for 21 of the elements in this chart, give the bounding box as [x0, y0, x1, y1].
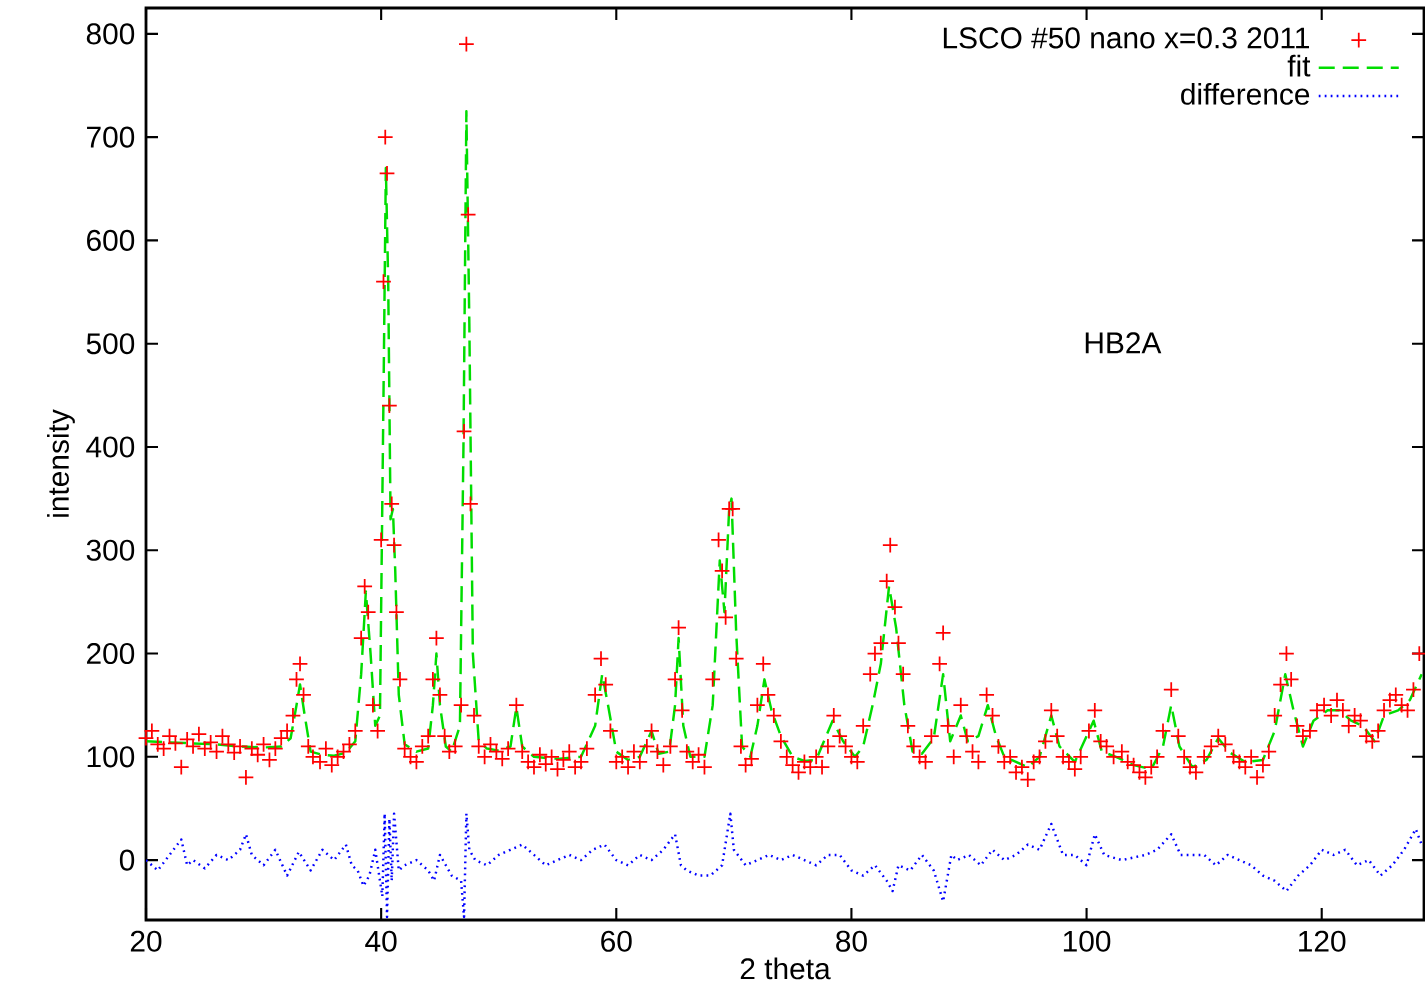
y-tick-label: 700 [87, 126, 135, 148]
x-tick-label: 120 [1299, 930, 1346, 952]
annotation: HB2A [1085, 332, 1162, 354]
y-axis-title: intensity [47, 409, 75, 517]
x-axis-title: 2 theta [740, 957, 831, 980]
x-tick-label: 60 [601, 930, 632, 952]
legend-label: fit [1287, 54, 1311, 77]
y-tick-label: 200 [86, 642, 135, 665]
y-tick-label: 600 [87, 229, 135, 251]
x-tick-label: 80 [836, 930, 867, 952]
y-tick-label: 500 [86, 333, 135, 355]
y-tick-label: 400 [86, 436, 135, 458]
legend-label: LSCO #50 nano x=0.3 2011 [943, 27, 1309, 49]
y-tick-label: 0 [119, 849, 135, 871]
y-tick-label: 800 [86, 23, 135, 45]
y-tick-label: 300 [86, 539, 135, 561]
y-tick-label: 100 [87, 746, 135, 768]
x-tick-label: 40 [365, 930, 397, 952]
x-tick-label: 100 [1063, 930, 1111, 952]
legend-label: difference [1181, 82, 1310, 105]
x-tick-label: 20 [130, 930, 162, 952]
